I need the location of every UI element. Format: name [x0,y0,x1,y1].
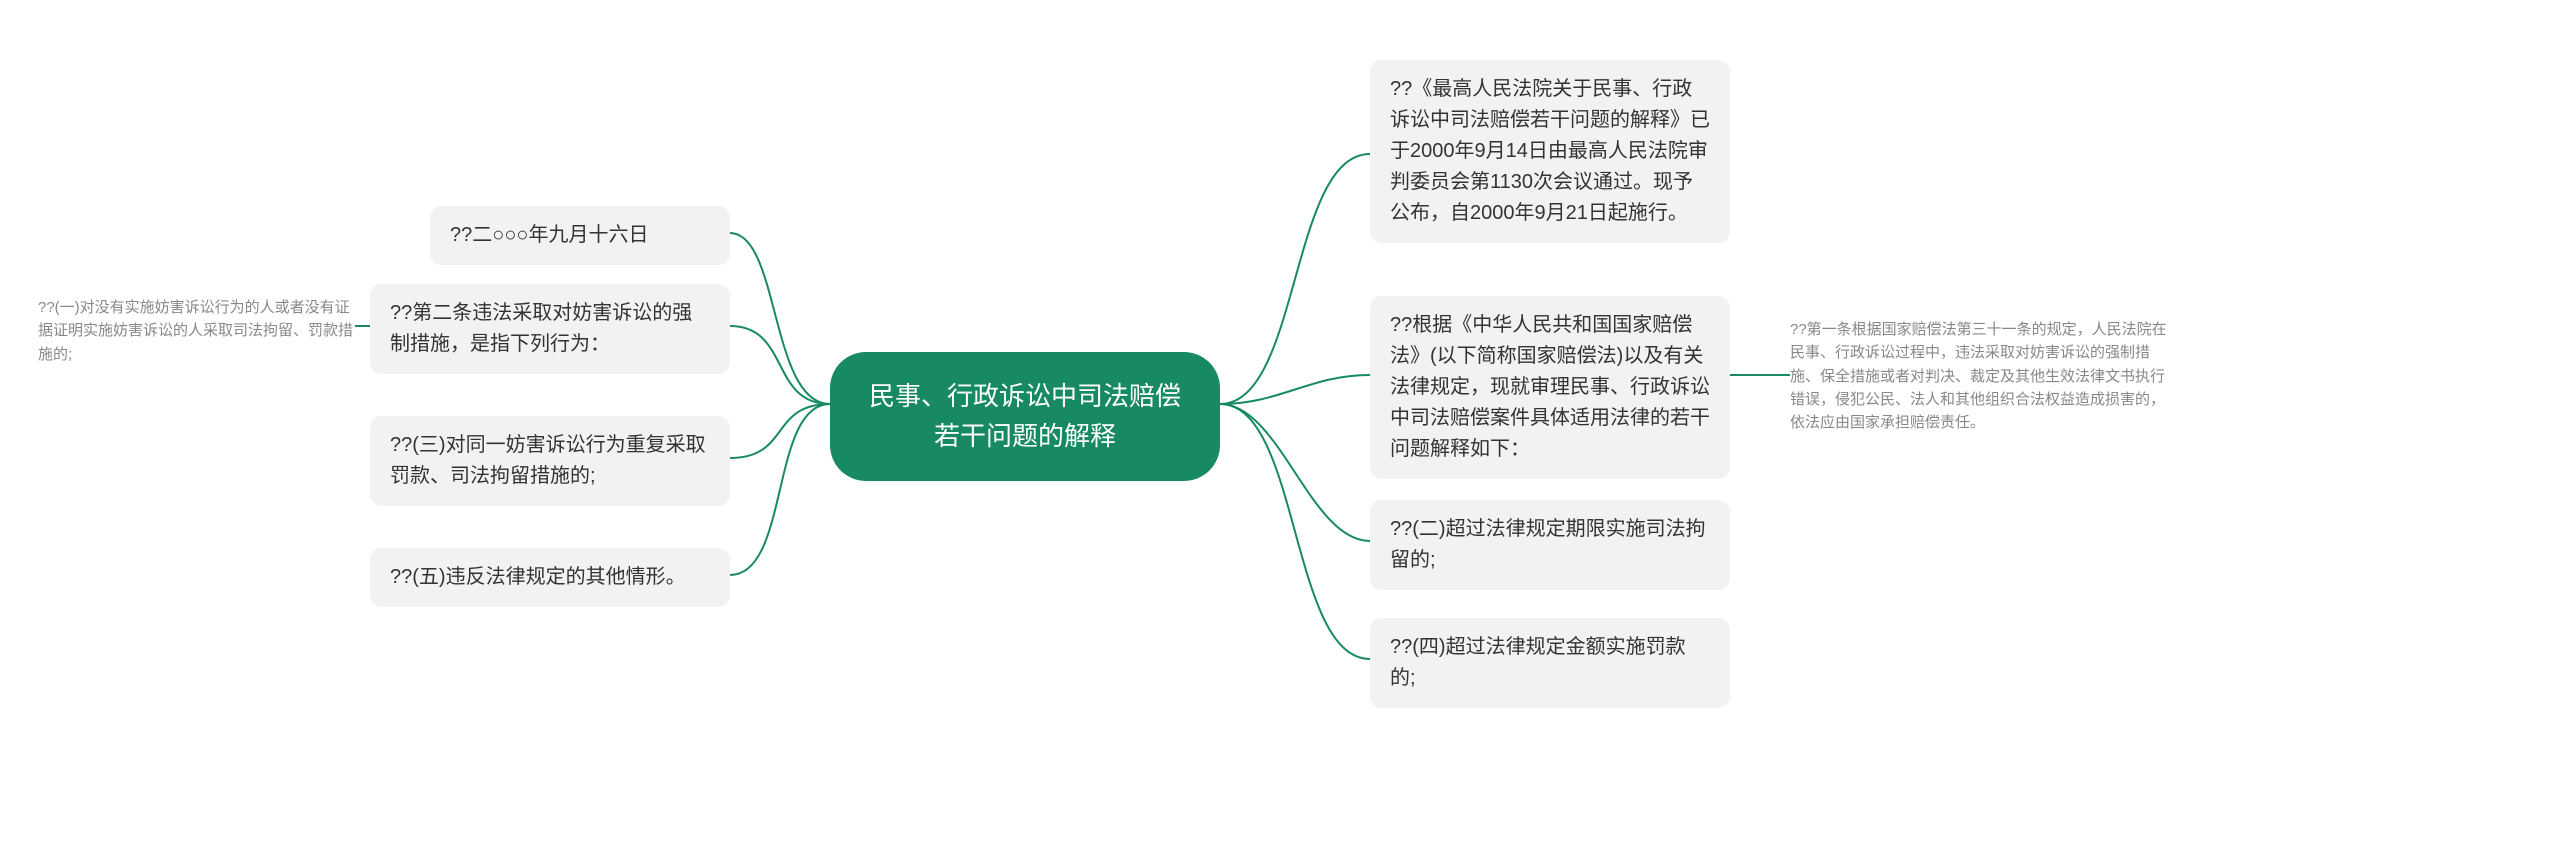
branch-right-1[interactable]: ??《最高人民法院关于民事、行政诉讼中司法赔偿若干问题的解释》已于2000年9月… [1370,60,1730,243]
branch-left-4[interactable]: ??(五)违反法律规定的其他情形。 [370,548,730,607]
connector-l2 [730,326,830,404]
connector-r3 [1220,404,1370,541]
branch-right-4[interactable]: ??(四)超过法律规定金额实施罚款的; [1370,618,1730,708]
branch-left-3[interactable]: ??(三)对同一妨害诉讼行为重复采取罚款、司法拘留措施的; [370,416,730,506]
connector-r2 [1220,375,1370,404]
branch-left-2[interactable]: ??第二条违法采取对妨害诉讼的强制措施，是指下列行为： [370,284,730,374]
center-node[interactable]: 民事、行政诉讼中司法赔偿若干问题的解释 [830,352,1220,481]
connector-r4 [1220,404,1370,659]
connector-l1 [730,233,830,404]
branch-right-2[interactable]: ??根据《中华人民共和国国家赔偿法》(以下简称国家赔偿法)以及有关法律规定，现就… [1370,296,1730,479]
branch-right-3[interactable]: ??(二)超过法律规定期限实施司法拘留的; [1370,500,1730,590]
branch-left-1[interactable]: ??二○○○年九月十六日 [430,206,730,265]
leaf-right-2: ??第一条根据国家赔偿法第三十一条的规定，人民法院在民事、行政诉讼过程中，违法采… [1790,318,2170,434]
connector-l3 [730,404,830,458]
leaf-left-2: ??(一)对没有实施妨害诉讼行为的人或者没有证据证明实施妨害诉讼的人采取司法拘留… [38,296,358,366]
connector-l4 [730,404,830,575]
connector-r1 [1220,154,1370,404]
